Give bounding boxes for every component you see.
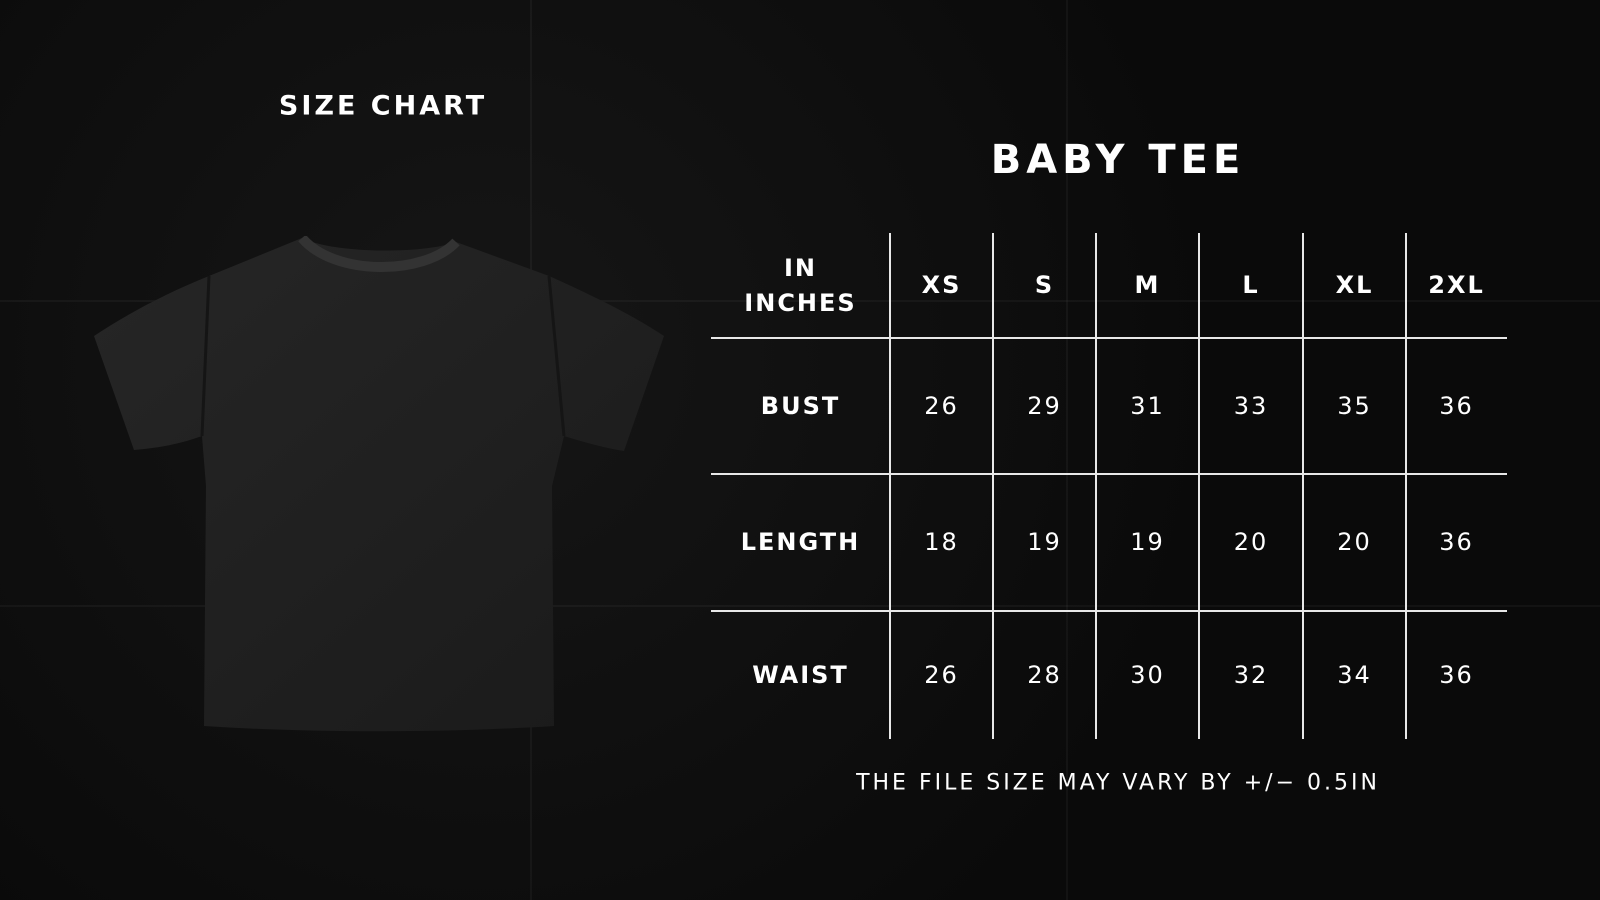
size-table: IN INCHES XS S M L XL 2XL BUST 26 29 31 33 35 36 LENGT… <box>711 233 1507 739</box>
measurement-value: 30 <box>1130 660 1165 689</box>
measurement-value: 26 <box>924 391 959 420</box>
size-chart-heading: SIZE CHART <box>278 90 488 122</box>
size-header: S <box>1034 271 1055 300</box>
measurement-label: LENGTH <box>740 528 861 557</box>
measurement-value: 18 <box>924 528 959 557</box>
measurement-value: 26 <box>924 660 959 689</box>
measurement-value: 19 <box>1027 528 1062 557</box>
measurement-value: 36 <box>1439 660 1474 689</box>
size-header: XS <box>921 271 962 300</box>
measurement-value: 19 <box>1130 528 1165 557</box>
measurement-value: 29 <box>1027 391 1062 420</box>
size-header: XL <box>1335 271 1374 300</box>
table-row-divider <box>711 610 1507 612</box>
measurement-label: WAIST <box>752 660 849 689</box>
product-title: BABY TEE <box>990 137 1246 183</box>
table-column-divider <box>1302 233 1304 739</box>
size-header: M <box>1134 271 1161 300</box>
size-variance-note: THE FILE SIZE MAY VARY BY +/− 0.5IN <box>856 770 1380 796</box>
measurement-value: 34 <box>1337 660 1372 689</box>
table-column-divider <box>1405 233 1407 739</box>
background-seam <box>1066 0 1068 900</box>
measurement-label: BUST <box>760 391 841 420</box>
table-row-divider <box>711 473 1507 475</box>
measurement-value: 36 <box>1439 528 1474 557</box>
table-row-divider <box>711 337 1507 339</box>
measurement-value: 33 <box>1233 391 1269 420</box>
background-seam <box>0 605 1600 607</box>
table-column-divider <box>1095 233 1097 739</box>
measurement-value: 31 <box>1130 391 1165 420</box>
table-column-divider <box>1198 233 1200 739</box>
measurement-value: 32 <box>1233 660 1269 689</box>
size-header: 2XL <box>1428 271 1485 300</box>
measurement-value: 35 <box>1337 391 1372 420</box>
measurement-value: 36 <box>1439 391 1474 420</box>
table-column-divider <box>992 233 994 739</box>
measurement-value: 20 <box>1337 528 1372 557</box>
units-label: IN INCHES <box>744 253 857 317</box>
measurement-value: 28 <box>1027 660 1062 689</box>
table-column-divider <box>889 233 891 739</box>
black-tshirt-icon <box>94 236 664 732</box>
size-header: L <box>1242 271 1260 300</box>
measurement-value: 20 <box>1233 528 1269 557</box>
background-seam <box>0 300 1600 302</box>
